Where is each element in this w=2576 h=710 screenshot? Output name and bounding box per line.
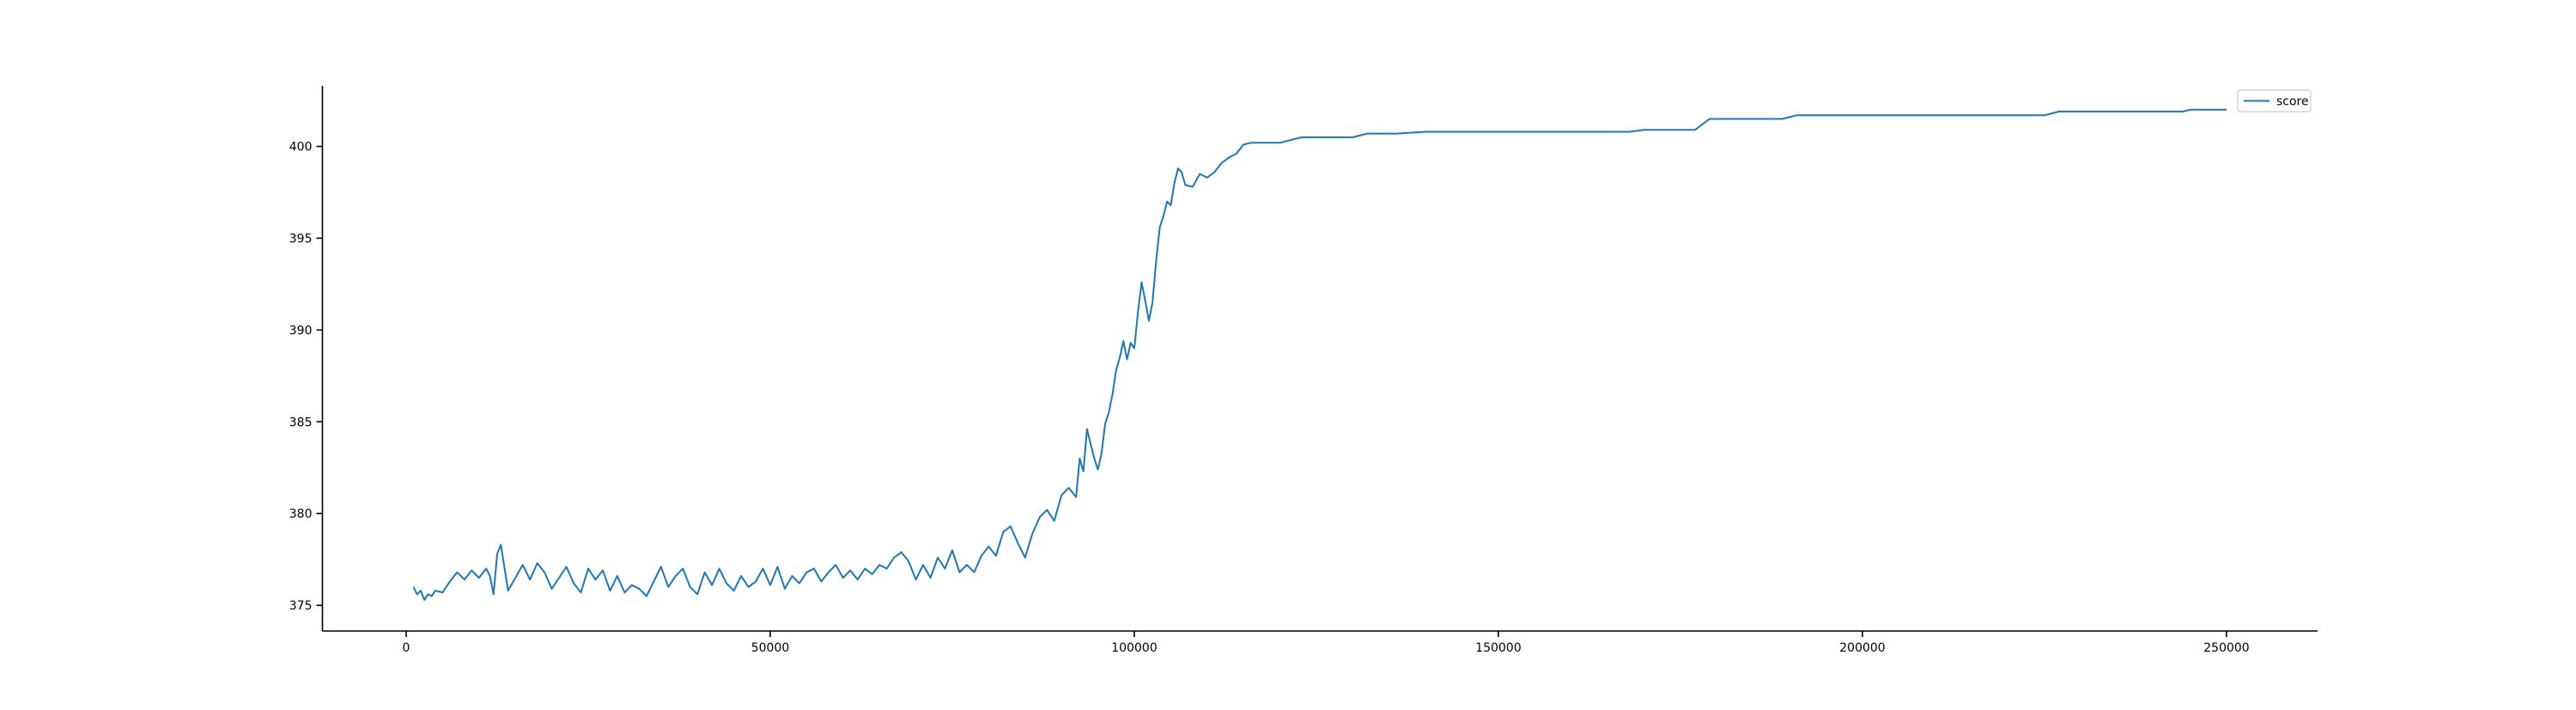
y-tick-label: 395 [289, 232, 313, 246]
y-tick-label: 375 [289, 599, 313, 613]
y-axis-ticks: 375 380 385 390 395 400 [289, 141, 323, 613]
x-tick-label: 50000 [751, 641, 790, 655]
x-axis-ticks: 0 50000 100000 150000 200000 250000 [403, 631, 2250, 655]
x-tick-label: 100000 [1111, 641, 1157, 655]
y-tick-label: 400 [289, 141, 313, 155]
x-tick-label: 200000 [1839, 641, 1885, 655]
y-tick-label: 385 [289, 416, 313, 429]
x-tick-label: 150000 [1475, 641, 1521, 655]
legend: score [2237, 89, 2312, 112]
plot-area [412, 108, 2227, 601]
x-tick-label: 0 [403, 641, 410, 655]
y-tick-label: 380 [289, 507, 313, 521]
y-tick-label: 390 [289, 324, 313, 337]
series-line-score [412, 108, 2227, 601]
legend-label-score: score [2276, 95, 2309, 109]
x-tick-label: 250000 [2203, 641, 2249, 655]
legend-box [2237, 89, 2312, 112]
